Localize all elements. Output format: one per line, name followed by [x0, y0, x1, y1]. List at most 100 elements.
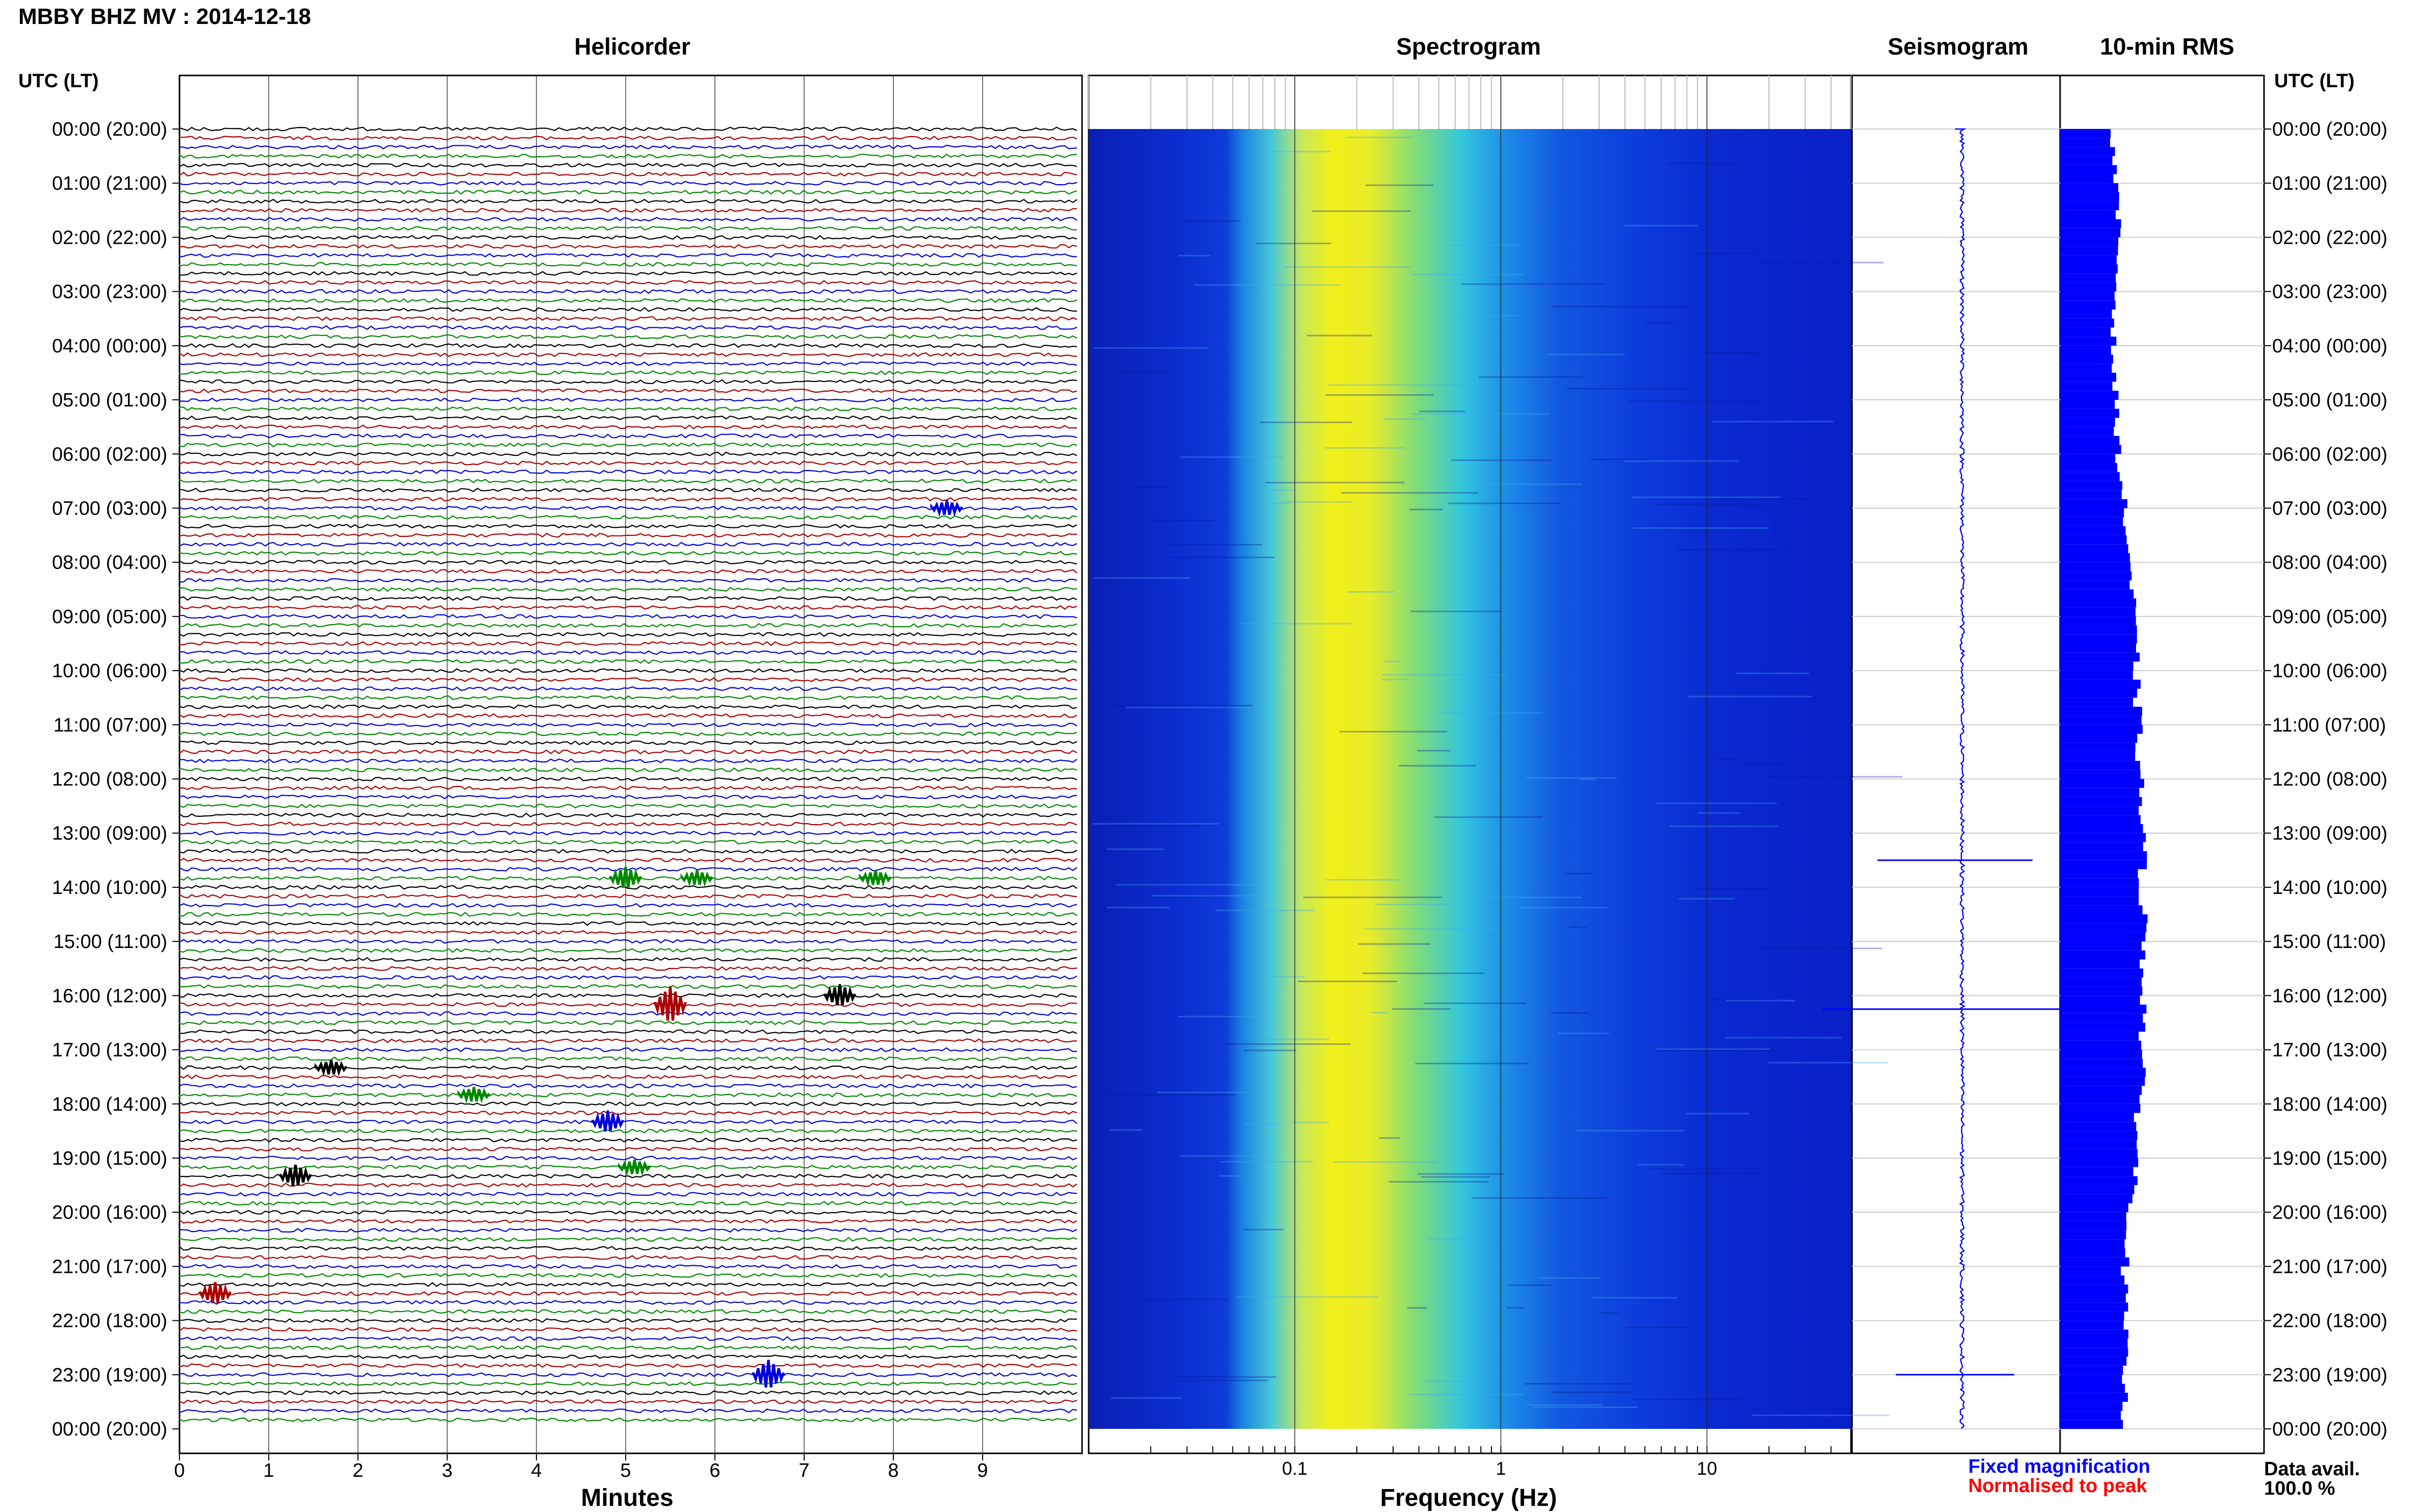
hour-label-left: 16:00 (12:00): [52, 985, 167, 1007]
helicorder-trace: [178, 1119, 1077, 1124]
helicorder-trace: [178, 1254, 1077, 1260]
spectrogram-texture: [1538, 1277, 1601, 1279]
helicorder-trace: [178, 415, 1077, 421]
spectrogram-texture: [1421, 1176, 1490, 1178]
helicorder-trace: [178, 1345, 1077, 1350]
helicorder-trace: [178, 298, 1077, 303]
hour-label-left: 06:00 (02:00): [52, 444, 167, 465]
helicorder-trace: [178, 785, 1077, 790]
spectrogram-texture: [1696, 888, 1767, 890]
rms-bar: [2060, 291, 2115, 301]
rms-bar: [2060, 1230, 2126, 1240]
hour-label-left: 03:00 (23:00): [52, 281, 167, 303]
helicorder-trace: [178, 695, 1077, 700]
helicorder-trace: [178, 966, 1077, 971]
spectrogram-texture: [1292, 1121, 1329, 1123]
helicorder-trace: [178, 1110, 1077, 1116]
rms-bar: [2060, 273, 2116, 283]
rms-bar: [2060, 833, 2146, 842]
helicorder-event: [198, 1282, 232, 1303]
spectrogram-texture: [1472, 1197, 1609, 1199]
utc-left-label: UTC (LT): [18, 70, 99, 92]
helicorder-trace: [178, 126, 1077, 132]
minute-tick-label: 4: [531, 1460, 542, 1481]
spectrogram-texture: [1179, 1155, 1271, 1157]
spectrogram-texture: [1669, 825, 1778, 827]
rms-bar: [2060, 553, 2130, 562]
helicorder-trace: [178, 343, 1077, 348]
spectrogram-texture: [1110, 1129, 1142, 1131]
rms-bar: [2060, 174, 2114, 184]
rms-bar: [2060, 725, 2143, 734]
hour-label-right: 22:00 (18:00): [2272, 1311, 2387, 1332]
helicorder-trace: [178, 1200, 1077, 1206]
spectrogram-texture: [1259, 421, 1353, 423]
rms-bar: [2060, 679, 2141, 689]
helicorder-trace: [178, 1237, 1077, 1242]
rms-bar: [2060, 210, 2116, 219]
rms-bar: [2060, 1393, 2128, 1402]
spectrogram-texture: [1448, 502, 1560, 504]
rms-bar: [2060, 1302, 2128, 1312]
rms-bar: [2060, 310, 2112, 319]
rms-bar: [2060, 941, 2142, 951]
spectrogram-texture: [1179, 456, 1284, 458]
spectrogram-texture: [1524, 1383, 1634, 1385]
rms-bar: [2060, 1212, 2126, 1221]
rms-bar: [2060, 1167, 2133, 1176]
spectrogram-texture: [1174, 1379, 1269, 1381]
rms-bar: [2060, 264, 2118, 274]
helicorder-trace: [178, 451, 1077, 456]
hour-label-left: 23:00 (19:00): [52, 1365, 167, 1386]
rms-bar: [2060, 1005, 2147, 1014]
rms-bar: [2060, 1113, 2134, 1122]
helicorder-trace: [178, 1056, 1077, 1061]
spectrogram-texture: [1365, 184, 1434, 186]
rms-bar: [2060, 1122, 2137, 1131]
spectrogram-texture: [1637, 1164, 1684, 1166]
rms-bar: [2060, 914, 2148, 924]
helicorder-trace: [178, 740, 1077, 746]
rms-bar: [2060, 1411, 2121, 1420]
rms-title: 10-min RMS: [2100, 33, 2234, 60]
minute-tick-label: 7: [799, 1460, 809, 1481]
hour-label-left: 21:00 (17:00): [52, 1256, 167, 1277]
spectrogram-texture: [1451, 459, 1553, 461]
hour-label-left: 04:00 (00:00): [52, 336, 167, 357]
helicorder-trace: [178, 262, 1077, 267]
helicorder-trace: [178, 722, 1077, 727]
helicorder-trace: [178, 659, 1077, 664]
spectrogram-texture: [1751, 1414, 1890, 1416]
rms-bar: [2060, 1221, 2127, 1231]
helicorder-trace: [178, 488, 1077, 493]
rms-bar: [2060, 896, 2139, 906]
minute-tick-label: 6: [709, 1460, 720, 1481]
legend-normalised-text: Normalised to peak: [1968, 1475, 2147, 1497]
spectrogram-texture: [1703, 999, 1759, 1001]
hour-label-right: 09:00 (05:00): [2272, 606, 2387, 628]
helicorder-trace: [178, 578, 1077, 583]
rms-bar: [2060, 625, 2137, 635]
hour-label-right: 14:00 (10:00): [2272, 877, 2387, 899]
rms-bar: [2060, 219, 2121, 228]
helicorder-trace: [178, 316, 1077, 321]
helicorder-trace: [178, 334, 1077, 339]
rms-bar: [2060, 1311, 2124, 1321]
helicorder-event: [859, 870, 892, 887]
spectrogram-texture: [1655, 1049, 1777, 1052]
data-availability-label: Data avail.: [2264, 1458, 2360, 1480]
rms-bar: [2060, 959, 2140, 969]
rms-bar: [2060, 1194, 2132, 1203]
rms-bar: [2060, 381, 2113, 391]
hour-label-left: 11:00 (07:00): [54, 714, 167, 736]
helicorder-trace: [178, 586, 1077, 592]
rms-bar: [2060, 282, 2117, 292]
helicorder-event: [618, 1159, 651, 1176]
helicorder-trace: [178, 1101, 1077, 1107]
helicorder-trace: [178, 767, 1077, 773]
helicorder-trace: [178, 1390, 1077, 1395]
rms-bar: [2060, 1022, 2146, 1032]
hour-label-left: 05:00 (01:00): [52, 390, 167, 411]
hour-label-left: 12:00 (08:00): [52, 769, 167, 790]
